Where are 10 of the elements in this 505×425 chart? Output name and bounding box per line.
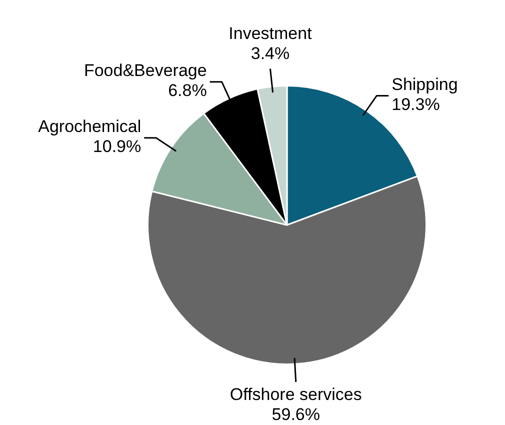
slice-label: Agrochemical <box>38 117 142 136</box>
data-label: 3.4% <box>250 44 290 63</box>
slice-label: Investment <box>228 24 312 43</box>
slice-label: Shipping <box>392 74 458 94</box>
slice-label: Offshore services <box>230 385 362 404</box>
data-label: 59.6% <box>272 405 320 424</box>
slice-label: Food&Beverage <box>84 61 207 80</box>
data-label: 10.9% <box>92 137 142 156</box>
data-label: 19.3% <box>392 94 440 114</box>
data-label: 6.8% <box>168 81 207 100</box>
